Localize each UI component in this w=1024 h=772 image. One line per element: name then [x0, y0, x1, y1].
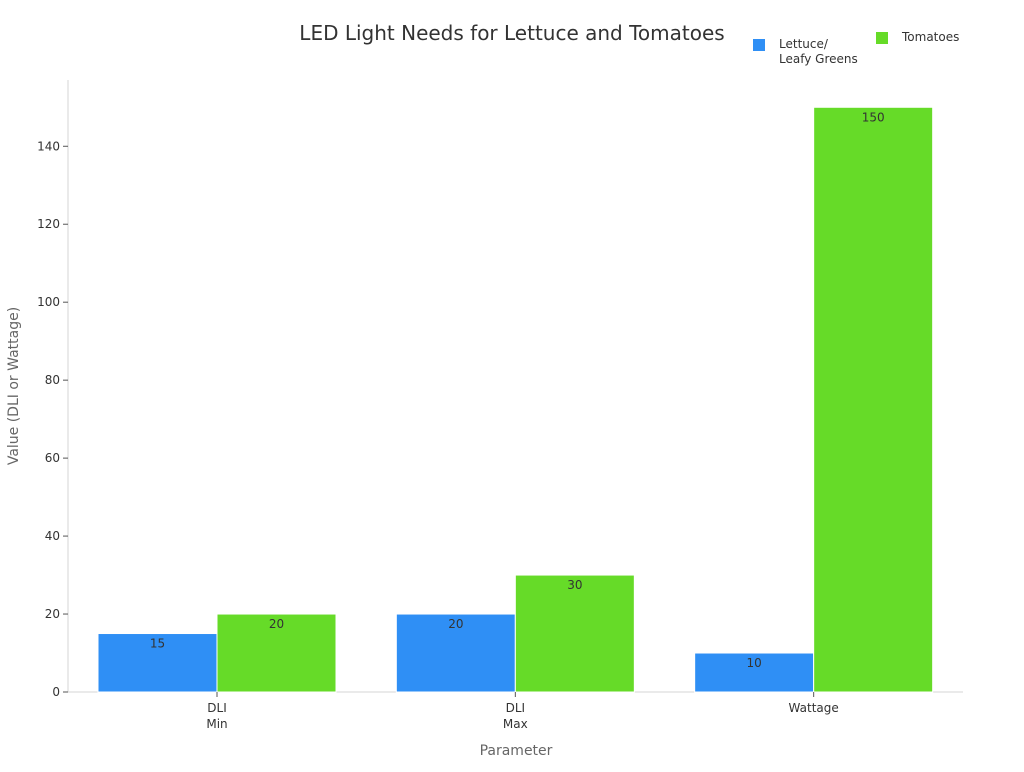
x-tick-label-line: DLI	[506, 701, 525, 715]
chart-title: LED Light Needs for Lettuce and Tomatoes	[299, 21, 724, 45]
bar-value-label: 15	[150, 637, 165, 651]
x-axis-label: Parameter	[480, 743, 553, 759]
bar-value-label: 10	[747, 656, 762, 670]
y-tick-label: 0	[52, 685, 60, 699]
x-tick-label-line: Max	[503, 717, 528, 731]
bar	[694, 652, 815, 693]
y-tick-label: 60	[45, 451, 60, 465]
bar-value-label: 30	[567, 578, 582, 592]
legend-label-line: Lettuce/	[779, 37, 829, 51]
x-tick-label-line: Min	[206, 717, 227, 731]
y-tick-label: 20	[45, 607, 60, 621]
x-tick-label: DLI Max	[503, 701, 528, 731]
y-tick-label: 140	[37, 139, 60, 153]
bar	[216, 613, 337, 693]
legend-label-line: Tomatoes	[901, 30, 959, 44]
y-axis-label: Value (DLI or Wattage)	[6, 307, 22, 465]
x-tick-label-line: Wattage	[789, 701, 839, 715]
x-tick-label-line: DLI	[207, 701, 226, 715]
bar-value-label: 150	[862, 110, 885, 124]
bar	[813, 106, 934, 693]
legend-label: Tomatoes	[901, 30, 959, 44]
bar-value-label: 20	[448, 617, 463, 631]
y-tick-label: 40	[45, 529, 60, 543]
legend-label-line: Leafy Greens	[779, 52, 858, 66]
legend: Lettuce/Leafy Greens Tomatoes	[753, 30, 959, 66]
plot-area: 0 20 40 60 80 100 120 140 15 20 DLI Min 20 30 DLI Max 10…	[37, 80, 963, 731]
y-tick-label: 120	[37, 217, 60, 231]
y-tick-label: 80	[45, 373, 60, 387]
legend-swatch	[876, 32, 888, 44]
bar	[514, 574, 635, 693]
legend-swatch	[753, 39, 765, 51]
x-tick-label: Wattage	[789, 701, 839, 715]
legend-label: Lettuce/Leafy Greens	[779, 37, 858, 66]
bar	[395, 613, 516, 693]
x-tick-label: DLI Min	[206, 701, 227, 731]
y-tick-label: 100	[37, 295, 60, 309]
bar-value-label: 20	[269, 617, 284, 631]
